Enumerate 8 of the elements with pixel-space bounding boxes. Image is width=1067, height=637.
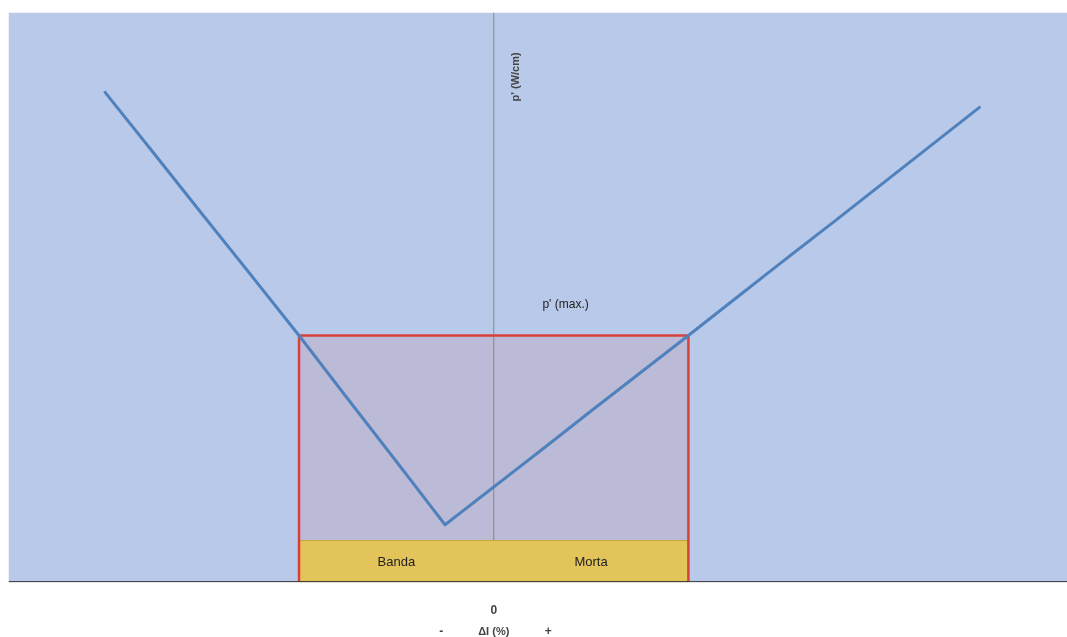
text: 0	[490, 603, 498, 618]
text: -	[439, 624, 444, 637]
y-axis-title: p' (W/cm)	[508, 52, 521, 102]
x-axis-title: ΔI (%)	[478, 624, 510, 637]
annotation: Banda	[377, 553, 416, 569]
text: p' (max.)	[542, 297, 589, 312]
text: +	[544, 624, 552, 637]
annotation: Morta	[574, 553, 609, 569]
